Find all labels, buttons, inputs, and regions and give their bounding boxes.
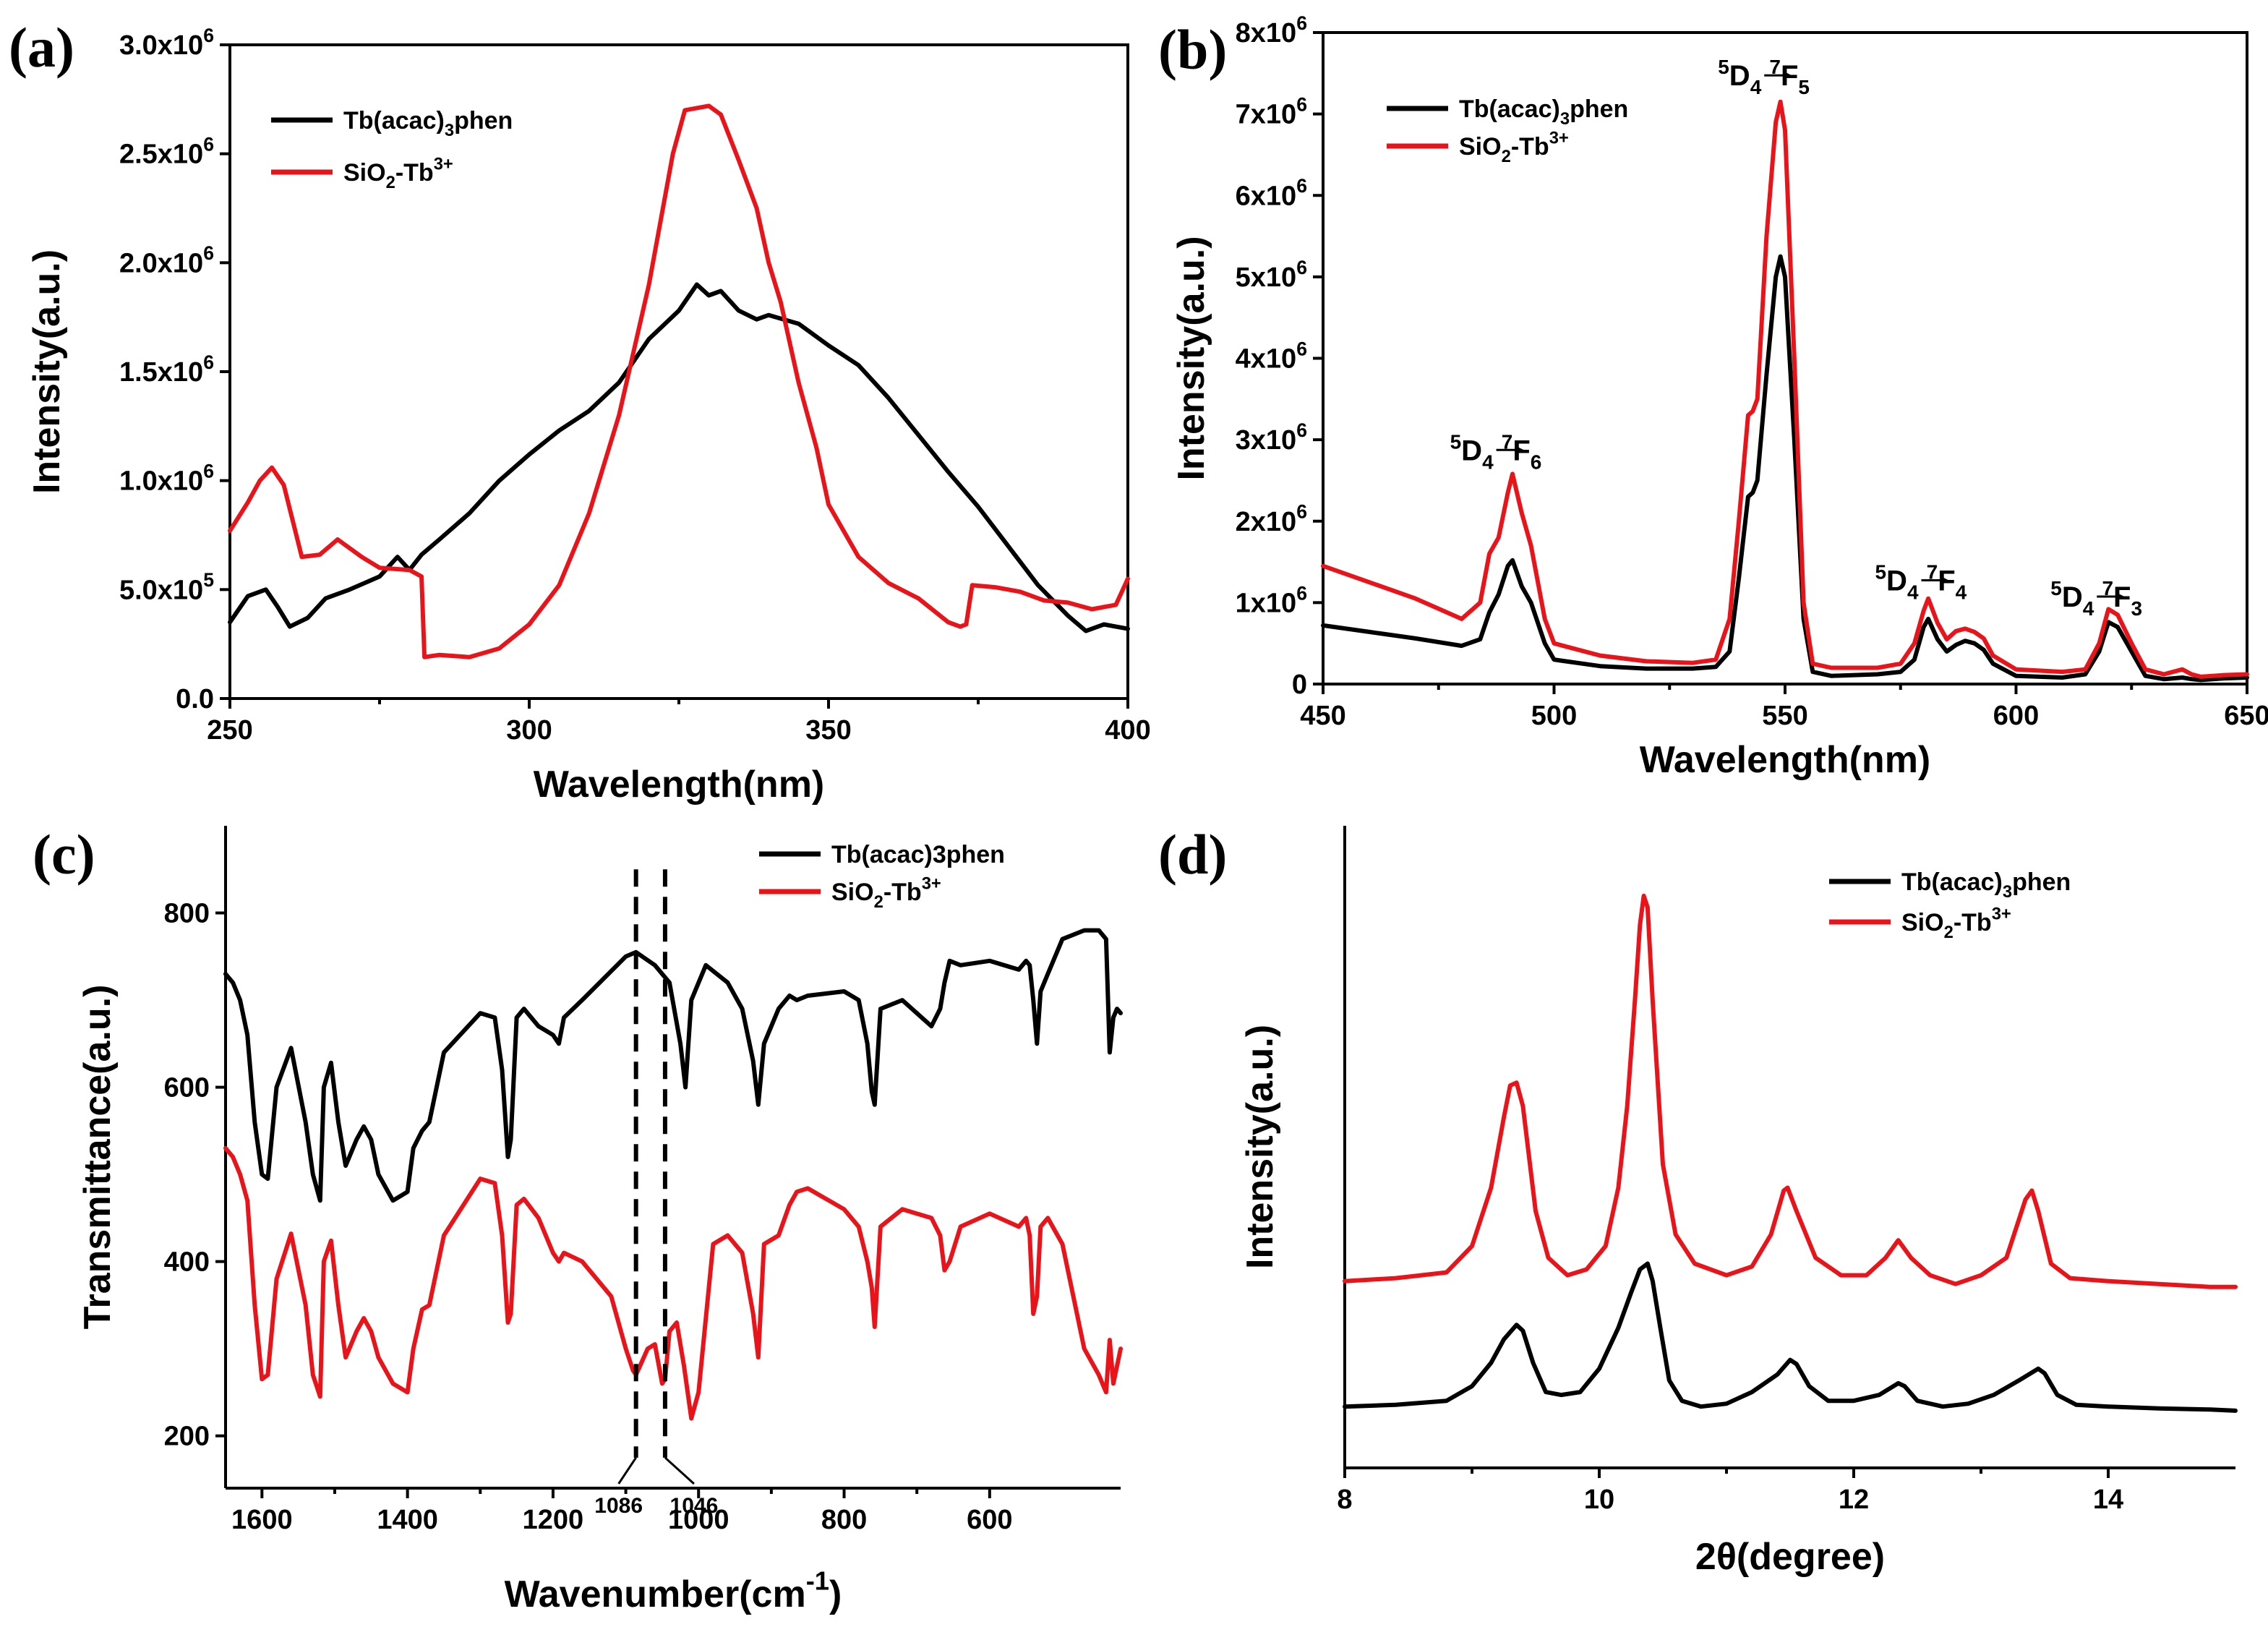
x-tick-label: 1000 [668,1505,729,1535]
x-axis-title: 2θ(degree) [1695,1536,1885,1578]
chart-panel-c: 1600 1400 1200 1000 800 600 200 400 600 800 Tb(aca… [33,823,1123,1615]
legend-label: Tb(acac)3​phen [1459,95,1628,129]
y-tick-label: 2.0x106​ [119,242,214,278]
x-tick-label: 1400 [377,1505,438,1535]
chart-panel-a: 250 300 350 400 0.0 5.0x105​ 1.0x106​ 1.5x106​ 2… [9,16,1151,806]
x-tick-label: 250 [207,715,252,746]
transition-label: 5D4​ 7F4​ [1875,560,1967,603]
series-line-tb-acac3phen [228,282,1130,633]
x-axis-title: Wavenumber(cm-1​) [505,1566,842,1615]
x-tick-label: 500 [1531,701,1577,731]
panel-label: (d) [1158,823,1227,886]
transition-label: 5D4​ 7F6​ [1450,430,1542,473]
series-line-sio2-tb3plus [228,103,1130,659]
marker-arrow [664,1456,695,1485]
x-tick-label: 300 [506,715,552,746]
x-tick-label: 12 [1839,1485,1869,1515]
y-tick-label: 4x106​ [1236,338,1307,374]
y-tick-label: 5.0x105​ [119,569,214,605]
y-tick-label: 0.0 [176,684,214,714]
legend-label: Tb(acac)3​phen [343,107,513,140]
panel-label: (a) [9,16,74,79]
chart-panel-b: 450 500 550 600 650 0 1x106​ 2x106​ 3x106​ 4x106​… [1158,12,2268,781]
series-line-tb-acac3phen [223,928,1123,1203]
x-tick-label: 650 [2224,701,2268,731]
x-tick-label: 10 [1584,1485,1614,1515]
marker-arrow [617,1456,637,1485]
x-tick-label: 450 [1300,701,1345,731]
x-axis-title: Wavelength(nm) [1640,739,1931,781]
transition-arrowhead [1940,576,1949,585]
legend-label: SiO2​-Tb3+​ [1459,129,1569,167]
x-tick-label: 600 [1993,701,2039,731]
y-tick-label: 1.5x106​ [119,351,214,388]
y-tick-label: 200 [164,1422,210,1452]
y-tick-label: 400 [164,1247,210,1278]
y-tick-label: 2.5x106​ [119,134,214,170]
series-line-sio2-tb3plus [1343,893,2238,1289]
y-tick-label: 7x106​ [1236,94,1307,130]
series-line-sio2-tb3plus [1321,99,2249,679]
x-tick-label: 1600 [231,1505,293,1535]
panel-label: (c) [33,823,95,886]
transition-label: 5D4​ 7F5​ [1718,56,1810,98]
y-tick-label: 3x106​ [1236,419,1307,456]
legend-label: SiO2​-Tb3+​ [343,155,453,193]
panel-label: (b) [1158,18,1227,81]
x-tick-label: 550 [1762,701,1807,731]
transition-arrowhead [1515,445,1524,455]
y-tick-label: 8x106​ [1236,12,1307,48]
y-axis-title: Intensity(a.u.) [1239,1025,1281,1269]
y-tick-label: 1x106​ [1236,582,1307,618]
x-tick-label: 8 [1337,1485,1352,1515]
x-tick-label: 800 [821,1505,867,1535]
x-tick-label: 600 [967,1505,1012,1535]
x-tick-label: 1200 [523,1505,584,1535]
x-tick-label: 350 [805,715,851,746]
marker-label: 1086 [594,1494,643,1518]
y-tick-label: 0 [1292,670,1307,700]
transition-arrowhead [2115,592,2125,602]
x-tick-label: 400 [1105,715,1150,746]
plot-frame [228,43,1129,700]
y-tick-label: 5x106​ [1236,257,1307,293]
y-tick-label: 3.0x106​ [119,25,214,61]
marker-label: 1046 [670,1494,719,1518]
series-line-sio2-tb3plus [223,1145,1123,1421]
series-line-tb-acac3phen [1343,1261,2238,1413]
y-tick-label: 600 [164,1073,210,1103]
y-tick-label: 2x106​ [1236,501,1307,537]
legend-label: SiO2​-Tb3+​ [1901,905,2011,943]
y-tick-label: 1.0x106​ [119,461,214,497]
legend-label: SiO2​-Tb3+​ [831,874,941,913]
x-axis-title: Wavelength(nm) [534,764,825,806]
y-axis-title: Transmittance(a.u.) [77,985,119,1330]
x-tick-label: 14 [2093,1485,2123,1515]
transition-arrowhead [1783,71,1792,80]
transition-label: 5D4​ 7F3​ [2050,577,2142,620]
legend-label: Tb(acac)3phen [831,841,1005,868]
legend-label: Tb(acac)3​phen [1901,868,2071,902]
y-axis-title: Intensity(a.u.) [1171,236,1212,480]
y-tick-label: 800 [164,899,210,929]
y-tick-label: 6x106​ [1236,175,1307,211]
y-axis-title: Intensity(a.u.) [26,249,68,494]
